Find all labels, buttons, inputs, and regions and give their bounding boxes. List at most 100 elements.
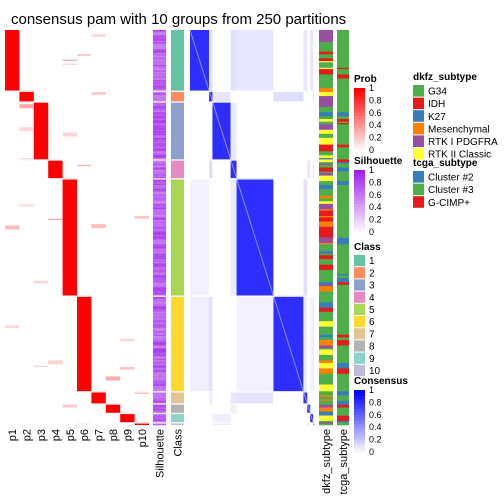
tcga-subtype-cell: [337, 337, 349, 341]
silhouette-legend-gradient-step: [354, 179, 365, 183]
silhouette-cell: [153, 356, 166, 358]
silhouette-cell: [153, 404, 166, 407]
consensus-offblock: [230, 403, 237, 413]
tcga-subtype-cell: [337, 116, 349, 120]
consensus-legend-gradient-step: [354, 421, 365, 425]
tcga-subtype-cell: [337, 237, 349, 244]
silhouette-cell: [153, 346, 166, 349]
silhouette-cell: [153, 291, 166, 294]
prob-legend-gradient-step: [354, 100, 365, 104]
dkfz-subtype-cell: [319, 295, 333, 302]
tcga-legend-title: tcga_subtype: [413, 158, 478, 169]
silhouette-cell: [153, 280, 166, 283]
prob-legend-gradient-step: [354, 97, 365, 101]
dkfz-subtype-cell: [319, 396, 333, 399]
tcga-subtype-cell: [337, 311, 349, 317]
silhouette-cell: [153, 70, 166, 73]
silhouette-cell: [153, 109, 166, 112]
silhouette-cell: [153, 144, 166, 147]
class-legend-item-label: 5: [369, 305, 375, 316]
class-legend-item-label: 2: [369, 268, 375, 279]
silhouette-cell: [153, 36, 166, 39]
silhouette-cell: [153, 337, 166, 340]
silhouette-cell: [153, 387, 166, 389]
silhouette-cell: [153, 247, 166, 249]
silhouette-cell: [153, 131, 166, 133]
tcga-subtype-cell: [337, 210, 349, 217]
silhouette-cell: [153, 240, 166, 242]
silhouette-cell: [153, 155, 166, 158]
silhouette-cell: [153, 225, 166, 228]
tcga-subtype-cell: [337, 67, 349, 70]
class-cell-7: [171, 391, 184, 404]
silhouette-cell: [153, 362, 166, 365]
tcga-subtype-cell: [337, 194, 349, 197]
tcga-subtype-cell: [337, 269, 349, 275]
tcga-subtype-cell: [337, 163, 349, 166]
dkfz-subtype-cell: [319, 379, 333, 385]
row-split: [190, 403, 314, 405]
dkfz-subtype-cell: [319, 399, 333, 402]
silhouette-cell: [153, 94, 166, 97]
row-split: [190, 422, 314, 424]
dkfz-subtype-cell: [319, 159, 333, 163]
membership-cell-class-2: [19, 90, 34, 102]
silhouette-cell: [153, 105, 166, 108]
dkfz-legend-swatch: [413, 85, 424, 97]
silhouette-cell: [153, 395, 166, 397]
consensus-diagonal: [236, 178, 274, 296]
silhouette-cell: [153, 344, 166, 346]
silhouette-legend-gradient-step: [354, 228, 365, 233]
class-legend-swatch: [354, 267, 365, 279]
tcga-subtype-cell: [337, 373, 349, 380]
dkfz-subtype-cell: [319, 334, 333, 338]
silhouette-legend-gradient-step: [354, 197, 365, 202]
silhouette-cell: [153, 202, 166, 205]
silhouette-cell: [153, 303, 166, 306]
dkfz-subtype-cell: [319, 245, 333, 252]
class-legend-item-label: 8: [369, 342, 375, 353]
membership-cell-minor: [134, 216, 149, 219]
silhouette-cell: [153, 31, 166, 33]
dkfz-legend-item-label: Mesenchymal: [428, 124, 490, 135]
silhouette-cell: [153, 369, 166, 372]
consensus-offblock: [313, 295, 314, 392]
dkfz-subtype-cell: [319, 274, 333, 276]
class-legend-item-label: 7: [369, 329, 375, 340]
silhouette-cell: [153, 87, 166, 90]
consensus-offblock: [313, 159, 314, 179]
silhouette-cell: [153, 333, 166, 335]
silhouette-cell: [153, 284, 166, 287]
silhouette-cell: [153, 321, 166, 323]
silhouette-cell: [153, 410, 166, 412]
tcga-subtype-cell: [337, 101, 349, 108]
silhouette-cell: [153, 296, 166, 299]
silhouette-cell: [153, 216, 166, 218]
class-cell-9: [171, 412, 184, 423]
silhouette-cell: [153, 63, 166, 66]
silhouette-cell: [153, 327, 166, 330]
silhouette-cell: [153, 48, 166, 51]
silhouette-cell: [153, 349, 166, 352]
silhouette-legend-gradient-step: [354, 222, 365, 227]
dkfz-subtype-cell: [319, 198, 333, 202]
silhouette-cell: [153, 81, 166, 83]
prob-legend-gradient-step: [354, 119, 365, 123]
consensus-legend-tick-label: 0.6: [369, 410, 382, 420]
tcga-subtype-cell: [337, 106, 349, 113]
tcga-subtype-cell: [337, 78, 349, 83]
silhouette-cell: [153, 331, 166, 334]
membership-cell-class-6: [77, 295, 92, 392]
row-split: [153, 90, 184, 92]
class-legend-title: Class: [354, 242, 381, 253]
tcga-subtype-cell: [337, 221, 349, 228]
tcga-subtype-cell: [337, 82, 349, 85]
row-split: [5, 422, 149, 424]
consensus-diagonal: [272, 295, 304, 392]
consensus-offblock: [230, 101, 237, 160]
silhouette-cell: [153, 329, 166, 331]
prob-legend-gradient-step: [354, 143, 365, 148]
dkfz-subtype-cell: [319, 411, 333, 416]
consensus-diagonal: [189, 29, 210, 91]
dkfz-subtype-cell: [319, 143, 333, 145]
